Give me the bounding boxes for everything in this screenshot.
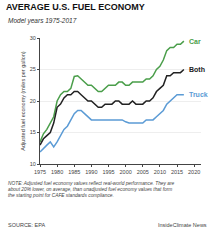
svg-text:1995: 1995	[102, 169, 114, 175]
svg-text:10: 10	[30, 161, 36, 167]
svg-text:20: 20	[30, 98, 36, 104]
svg-text:NOTE: Adjusted fuel economy va: NOTE: Adjusted fuel economy values refle…	[8, 181, 175, 198]
svg-text:2015: 2015	[171, 169, 183, 175]
svg-text:Adjusted fuel economy (miles p: Adjusted fuel economy (miles per gallon)	[20, 51, 26, 151]
svg-text:25: 25	[30, 66, 36, 72]
svg-text:SOURCE: EPA: SOURCE: EPA	[8, 222, 46, 228]
svg-text:InsideClimate News: InsideClimate News	[158, 222, 207, 228]
svg-text:Model years 1975-2017: Model years 1975-2017	[8, 17, 77, 25]
svg-text:15: 15	[30, 129, 36, 135]
svg-text:Truck: Truck	[189, 91, 208, 98]
svg-text:AVERAGE U.S. FUEL ECONOMY: AVERAGE U.S. FUEL ECONOMY	[6, 2, 145, 12]
svg-text:1975: 1975	[34, 169, 46, 175]
svg-text:2000: 2000	[120, 169, 132, 175]
svg-text:1980: 1980	[51, 169, 63, 175]
svg-text:Car: Car	[189, 38, 201, 45]
svg-text:2020: 2020	[188, 169, 200, 175]
svg-text:2005: 2005	[137, 169, 149, 175]
svg-text:1990: 1990	[85, 169, 97, 175]
svg-text:1985: 1985	[68, 169, 80, 175]
svg-text:30: 30	[30, 35, 36, 41]
svg-text:2010: 2010	[154, 169, 166, 175]
svg-text:Both: Both	[189, 66, 205, 73]
